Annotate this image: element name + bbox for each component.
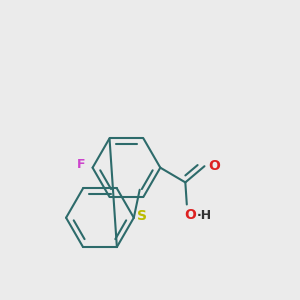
Text: O: O	[184, 208, 196, 222]
Text: ·H: ·H	[197, 209, 212, 222]
Text: O: O	[208, 159, 220, 172]
Text: S: S	[137, 209, 147, 223]
Text: F: F	[77, 158, 85, 171]
